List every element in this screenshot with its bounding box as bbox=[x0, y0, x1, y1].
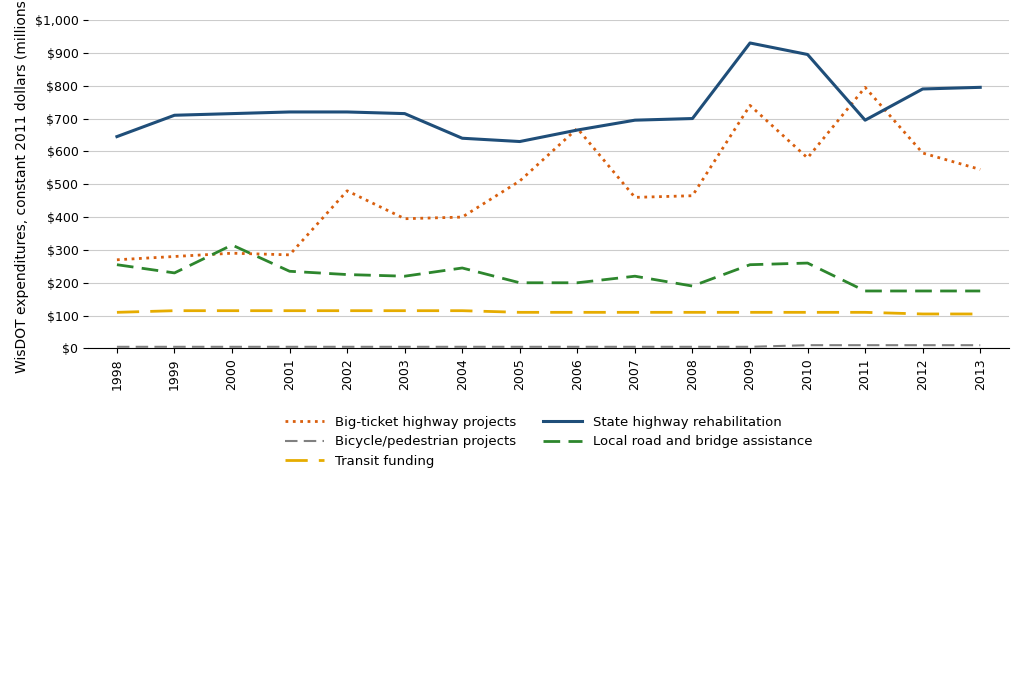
State highway rehabilitation bbox=[168, 111, 180, 119]
Local road and bridge assistance bbox=[859, 286, 871, 295]
Local road and bridge assistance bbox=[686, 282, 698, 290]
Bicycle/pedestrian projects bbox=[456, 343, 468, 351]
Line: State highway rehabilitation: State highway rehabilitation bbox=[117, 43, 980, 141]
Big-ticket highway projects bbox=[456, 213, 468, 221]
Local road and bridge assistance bbox=[974, 286, 986, 295]
Transit funding bbox=[111, 308, 123, 316]
Local road and bridge assistance bbox=[916, 286, 929, 295]
State highway rehabilitation bbox=[398, 109, 411, 118]
Transit funding bbox=[802, 308, 814, 316]
State highway rehabilitation bbox=[571, 126, 584, 135]
Bicycle/pedestrian projects bbox=[743, 343, 756, 351]
Transit funding bbox=[226, 307, 239, 315]
Local road and bridge assistance bbox=[514, 279, 526, 287]
Local road and bridge assistance bbox=[398, 272, 411, 280]
Transit funding bbox=[456, 307, 468, 315]
Bicycle/pedestrian projects bbox=[916, 341, 929, 349]
Big-ticket highway projects bbox=[859, 83, 871, 91]
Bicycle/pedestrian projects bbox=[859, 341, 871, 349]
Local road and bridge assistance bbox=[284, 267, 296, 275]
State highway rehabilitation bbox=[456, 134, 468, 142]
Big-ticket highway projects bbox=[916, 149, 929, 158]
State highway rehabilitation bbox=[284, 108, 296, 116]
Local road and bridge assistance bbox=[743, 261, 756, 269]
Bicycle/pedestrian projects bbox=[802, 341, 814, 349]
Y-axis label: WisDOT expenditures, constant 2011 dollars (millions): WisDOT expenditures, constant 2011 dolla… bbox=[15, 0, 29, 374]
Transit funding bbox=[284, 307, 296, 315]
Big-ticket highway projects bbox=[226, 249, 239, 257]
State highway rehabilitation bbox=[859, 116, 871, 124]
Line: Big-ticket highway projects: Big-ticket highway projects bbox=[117, 87, 980, 260]
Transit funding bbox=[629, 308, 641, 316]
Transit funding bbox=[974, 309, 986, 318]
Big-ticket highway projects bbox=[743, 101, 756, 109]
Transit funding bbox=[341, 307, 353, 315]
Big-ticket highway projects bbox=[686, 192, 698, 200]
Local road and bridge assistance bbox=[629, 272, 641, 280]
Local road and bridge assistance bbox=[571, 279, 584, 287]
State highway rehabilitation bbox=[916, 85, 929, 93]
State highway rehabilitation bbox=[629, 116, 641, 124]
Line: Bicycle/pedestrian projects: Bicycle/pedestrian projects bbox=[117, 345, 980, 347]
Bicycle/pedestrian projects bbox=[398, 343, 411, 351]
Line: Transit funding: Transit funding bbox=[117, 311, 980, 314]
Big-ticket highway projects bbox=[168, 252, 180, 261]
Transit funding bbox=[571, 308, 584, 316]
Transit funding bbox=[916, 309, 929, 318]
Big-ticket highway projects bbox=[514, 177, 526, 185]
Transit funding bbox=[398, 307, 411, 315]
Big-ticket highway projects bbox=[974, 165, 986, 174]
State highway rehabilitation bbox=[111, 132, 123, 141]
Local road and bridge assistance bbox=[111, 261, 123, 269]
Transit funding bbox=[859, 308, 871, 316]
Big-ticket highway projects bbox=[284, 251, 296, 259]
Bicycle/pedestrian projects bbox=[629, 343, 641, 351]
Big-ticket highway projects bbox=[802, 154, 814, 162]
Big-ticket highway projects bbox=[629, 193, 641, 201]
State highway rehabilitation bbox=[686, 114, 698, 123]
Local road and bridge assistance bbox=[226, 241, 239, 250]
Bicycle/pedestrian projects bbox=[571, 343, 584, 351]
Big-ticket highway projects bbox=[398, 215, 411, 223]
State highway rehabilitation bbox=[802, 50, 814, 59]
Local road and bridge assistance bbox=[341, 270, 353, 279]
Bicycle/pedestrian projects bbox=[226, 343, 239, 351]
Bicycle/pedestrian projects bbox=[111, 343, 123, 351]
Bicycle/pedestrian projects bbox=[168, 343, 180, 351]
Transit funding bbox=[743, 308, 756, 316]
State highway rehabilitation bbox=[341, 108, 353, 116]
Local road and bridge assistance bbox=[802, 259, 814, 267]
Bicycle/pedestrian projects bbox=[284, 343, 296, 351]
Local road and bridge assistance bbox=[456, 263, 468, 272]
Big-ticket highway projects bbox=[111, 256, 123, 264]
Big-ticket highway projects bbox=[571, 124, 584, 132]
Local road and bridge assistance bbox=[168, 269, 180, 277]
State highway rehabilitation bbox=[743, 39, 756, 47]
Bicycle/pedestrian projects bbox=[514, 343, 526, 351]
Big-ticket highway projects bbox=[341, 187, 353, 195]
Legend: Big-ticket highway projects, Bicycle/pedestrian projects, Transit funding, State: Big-ticket highway projects, Bicycle/ped… bbox=[280, 411, 817, 473]
State highway rehabilitation bbox=[514, 137, 526, 146]
Bicycle/pedestrian projects bbox=[341, 343, 353, 351]
Line: Local road and bridge assistance: Local road and bridge assistance bbox=[117, 245, 980, 291]
Transit funding bbox=[168, 307, 180, 315]
Bicycle/pedestrian projects bbox=[974, 341, 986, 349]
State highway rehabilitation bbox=[974, 83, 986, 91]
Bicycle/pedestrian projects bbox=[686, 343, 698, 351]
State highway rehabilitation bbox=[226, 109, 239, 118]
Transit funding bbox=[686, 308, 698, 316]
Transit funding bbox=[514, 308, 526, 316]
